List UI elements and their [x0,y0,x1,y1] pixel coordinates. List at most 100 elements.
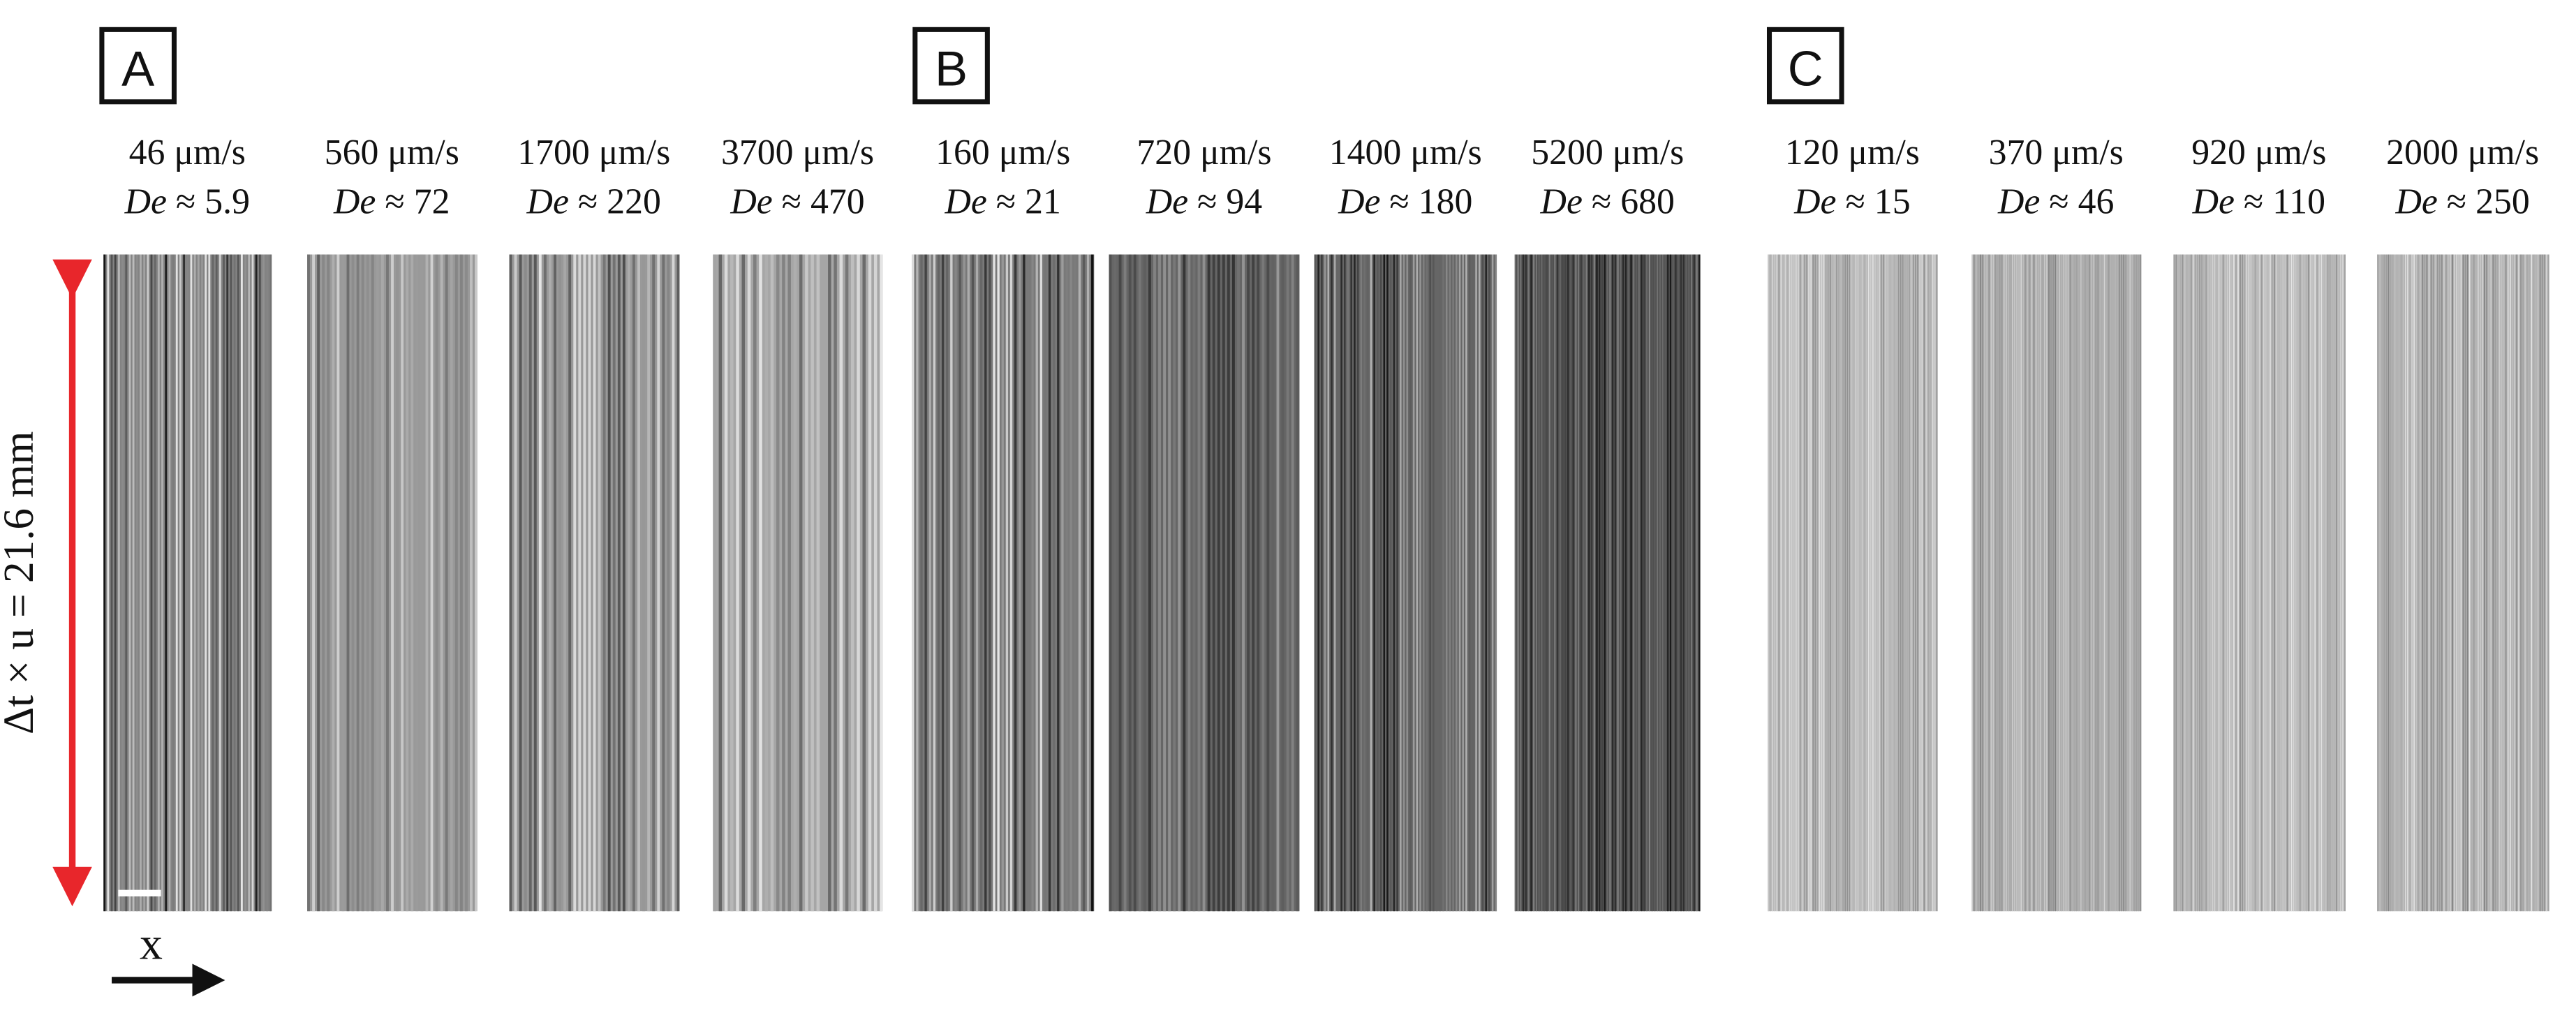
stripe [2067,254,2069,912]
stripe [1231,254,1235,912]
stripe [1994,254,1997,912]
stripe [2114,254,2116,912]
stripe [2531,254,2533,912]
panel-box [1766,27,1844,105]
stripe [1340,254,1342,912]
stripe [1978,254,1979,912]
stripe [2340,254,2341,912]
stripe [2240,254,2241,912]
stripe [950,254,953,912]
stripe [873,254,878,912]
stripe [470,254,473,912]
de-value: ≈ 15 [1845,182,1910,222]
stripe [2250,254,2252,912]
stripe [1617,254,1619,912]
de-symbol: De [1793,182,1836,222]
stripe [1853,254,1855,912]
stripe [2312,254,2314,912]
stripe [132,254,135,912]
de-symbol: De [526,182,569,222]
stripe [1291,254,1294,912]
stripe [2488,254,2490,912]
stripe [2535,254,2537,912]
stripe [2320,254,2323,912]
stripe [205,254,207,912]
stripe [2543,254,2545,912]
stripe [1123,254,1127,912]
stripe [1261,254,1265,912]
stripe [1780,254,1782,912]
stripe [1885,254,1887,912]
stripe [1247,254,1250,912]
de-symbol: De [2394,182,2437,222]
stripe [161,254,163,912]
de-value: ≈ 220 [578,182,661,222]
stripe [2228,254,2230,912]
x-label: x [140,918,163,969]
de-value: ≈ 46 [2049,182,2114,222]
stripe [2438,254,2441,912]
stripe [2057,254,2059,912]
de-symbol: De [333,182,376,222]
stripe [1242,254,1245,912]
stripe [2121,254,2122,912]
stripe [1778,254,1780,912]
stripe [332,254,335,912]
stripe [1816,254,1819,912]
stripe [747,254,751,912]
stripe [2065,254,2067,912]
stripe [1468,254,1471,912]
stripe [1902,254,1904,912]
stripe [2426,254,2428,912]
stripe [2482,254,2483,912]
de-symbol: De [1997,182,2040,222]
stripe [2388,254,2390,912]
stripe [2179,254,2182,912]
stripe [538,254,542,912]
stripe [1222,254,1225,912]
stripe [1475,254,1477,912]
stripe [1889,254,1891,912]
stripe [2231,254,2233,912]
stripe [2466,254,2468,912]
stripe [933,254,936,912]
stripe [2458,254,2460,912]
stripe [713,254,716,912]
stripe [2484,254,2485,912]
stripe [543,254,547,912]
stripe [1883,254,1885,912]
stripe [1128,254,1132,912]
stripe [2138,254,2140,912]
stripe [593,254,596,912]
stripe [1861,254,1863,912]
stripe [1517,254,1519,912]
stripe [1488,254,1490,912]
stripe [233,254,236,912]
stripe [1452,254,1454,912]
stripe [2103,254,2105,912]
stripe [464,254,468,912]
stripe [2055,254,2056,912]
stripe [1596,254,1598,912]
stripe [454,254,458,912]
stripe [1825,254,1827,912]
stripe [1465,254,1467,912]
stripe [2192,254,2194,912]
stripe [954,254,957,912]
stripe [1620,254,1622,912]
de-value: ≈ 21 [996,182,1061,222]
stripe [514,254,517,912]
de-label: De ≈ 250 [2394,182,2529,222]
stripe [1988,254,1990,912]
stripe [212,254,214,912]
stripe [186,254,189,912]
stripe [2016,254,2018,912]
stripe [140,254,142,912]
stripe [2284,254,2286,912]
speed-label: 920 μm/s [2191,133,2326,172]
stripe [1373,254,1375,912]
stripe [1812,254,1814,912]
stripe [2335,254,2337,912]
stripe [2267,254,2269,912]
stripe [1178,254,1181,912]
